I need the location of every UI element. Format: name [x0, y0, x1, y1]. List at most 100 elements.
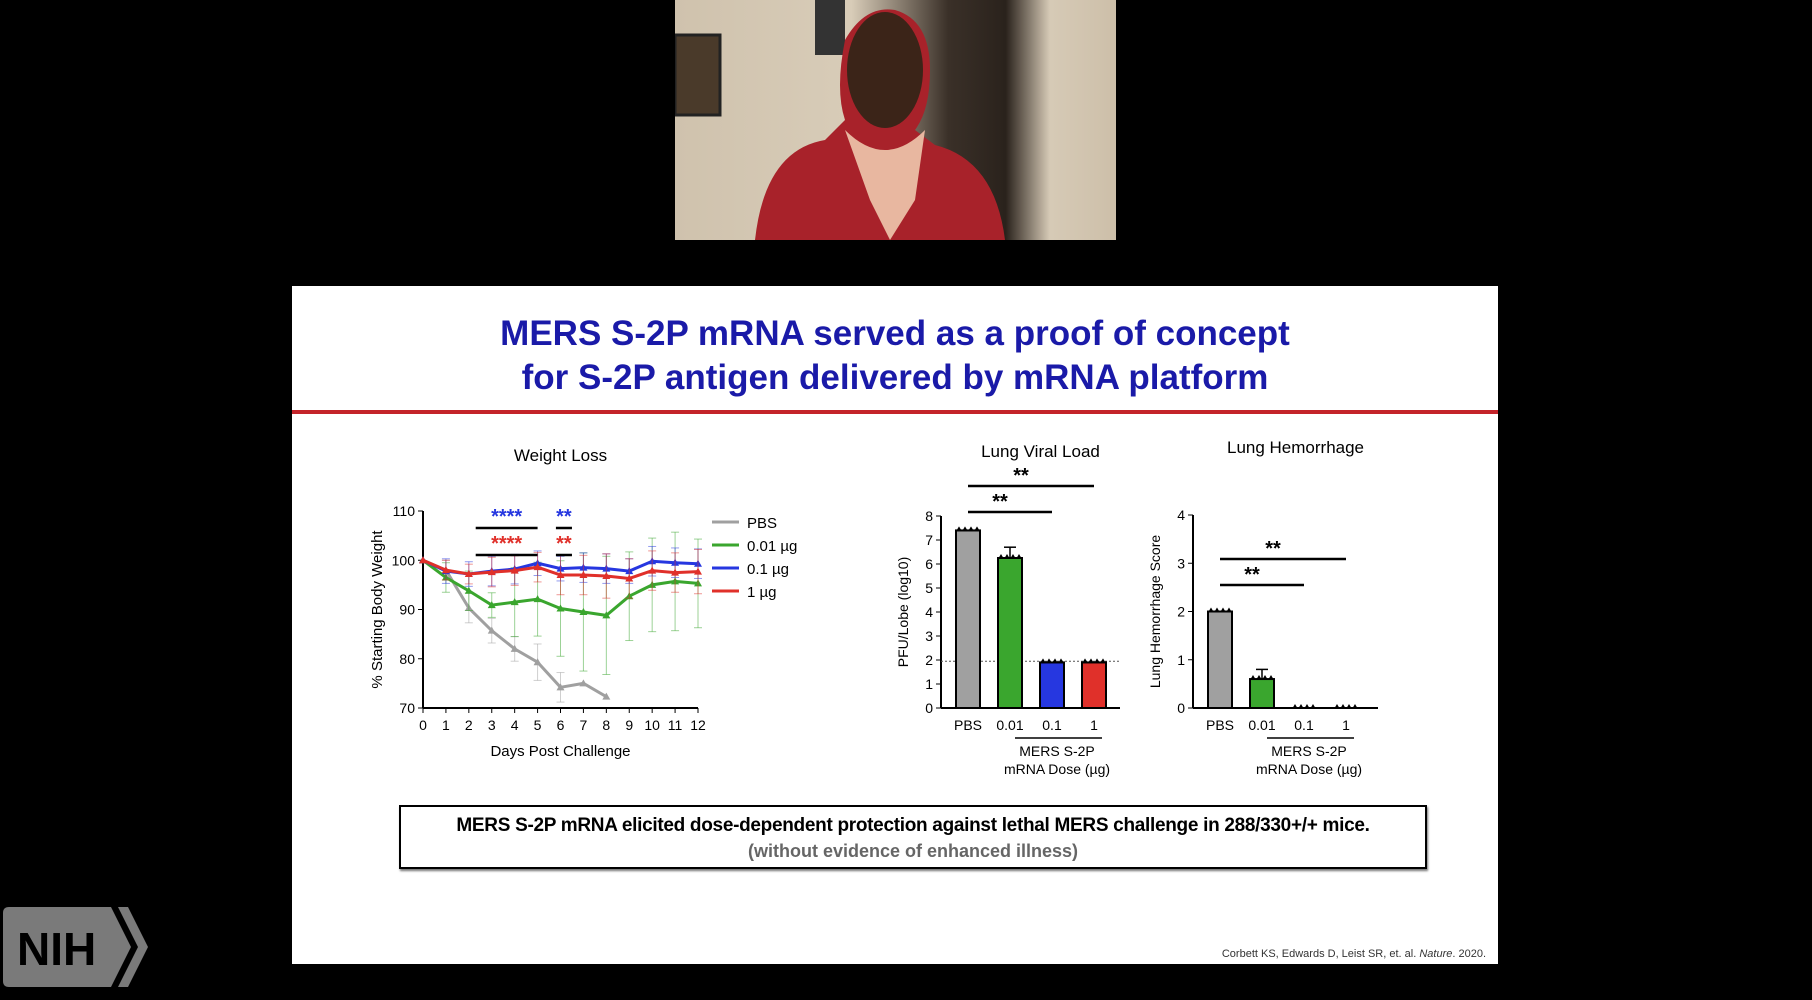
- data-point: [602, 611, 611, 619]
- data-point: [1208, 607, 1214, 613]
- data-point: [974, 526, 980, 532]
- citation-journal: Nature: [1419, 948, 1453, 960]
- data-point: [1082, 658, 1088, 664]
- bar: [997, 557, 1023, 709]
- legend-label: PBS: [747, 515, 777, 532]
- group-label-line-1: MERS S-2P: [1271, 743, 1346, 759]
- data-point: [1262, 675, 1268, 681]
- y-tick-label: 70: [399, 700, 415, 716]
- data-point: [464, 586, 473, 594]
- y-axis-label: Lung Hemorrhage Score: [1147, 535, 1163, 689]
- data-point: [556, 571, 565, 579]
- nih-logo: NIH: [3, 907, 148, 987]
- data-point: [625, 574, 634, 582]
- legend-label: 1 µg: [747, 584, 777, 601]
- x-tick-label: 11: [668, 717, 683, 733]
- y-axis-label: PFU/Lobe (log10): [895, 557, 911, 668]
- data-point: [956, 526, 962, 532]
- x-tick-label: 8: [602, 717, 610, 733]
- data-point: [1040, 658, 1046, 664]
- x-axis-label: Days Post Challenge: [490, 743, 630, 760]
- data-point: [1298, 704, 1304, 709]
- data-point: [533, 595, 542, 603]
- y-tick-label: 8: [925, 508, 933, 524]
- data-point: [487, 568, 496, 576]
- data-point: [1058, 658, 1064, 664]
- legend-label: 0.01 µg: [747, 538, 797, 555]
- data-point: [1226, 607, 1232, 613]
- x-tick-label: 2: [465, 717, 473, 733]
- data-point: [1052, 658, 1058, 664]
- data-point: [556, 683, 565, 691]
- y-tick-label: 1: [1177, 652, 1185, 668]
- data-point: [602, 572, 611, 580]
- x-tick-label: 9: [625, 717, 633, 733]
- data-point: [487, 601, 496, 609]
- x-tick-label: 0.01: [1248, 717, 1275, 733]
- bar: [955, 529, 981, 709]
- citation-authors: Corbett KS, Edwards D, Leist SR, et. al.: [1221, 948, 1420, 960]
- data-point: [1292, 704, 1298, 709]
- significance-stars: ****: [491, 506, 522, 528]
- data-point: [671, 568, 680, 576]
- data-point: [1256, 675, 1262, 681]
- data-point: [579, 571, 588, 579]
- data-point: [1310, 704, 1316, 709]
- y-tick-label: 4: [925, 604, 933, 620]
- y-tick-label: 100: [392, 552, 416, 568]
- data-point: [1010, 554, 1016, 559]
- data-point: [441, 566, 450, 574]
- summary-box: MERS S-2P mRNA elicited dose-dependent p…: [399, 805, 1427, 869]
- bar: [1207, 610, 1233, 709]
- y-tick-label: 0: [925, 700, 933, 716]
- data-point: [1304, 704, 1310, 709]
- x-tick-label: 0: [419, 717, 427, 733]
- data-point: [510, 598, 519, 606]
- title-divider: [292, 410, 1498, 414]
- speaker-video-frame: [675, 0, 1005, 240]
- x-tick-label: 0.1: [1294, 717, 1314, 733]
- x-tick-label: 0.01: [996, 717, 1023, 733]
- speaker-video-tile: [675, 0, 1116, 240]
- data-point: [648, 566, 657, 574]
- group-label-line-2: mRNA Dose (µg): [1004, 761, 1110, 777]
- data-point: [694, 567, 702, 575]
- x-tick-label: 7: [580, 717, 588, 733]
- data-point: [1004, 554, 1010, 559]
- y-tick-label: 2: [925, 652, 933, 668]
- slide-title-line-2: for S-2P antigen delivered by mRNA platf…: [521, 358, 1269, 397]
- x-tick-label: 3: [488, 717, 496, 733]
- summary-note: (without evidence of enhanced illness): [747, 841, 1079, 861]
- y-axis-label: % Starting Body Weight: [369, 530, 386, 689]
- slide-title-line-1: MERS S-2P mRNA served as a proof of conc…: [500, 314, 1290, 353]
- data-point: [464, 570, 473, 578]
- data-point: [1046, 658, 1052, 664]
- x-tick-label: PBS: [1206, 717, 1234, 733]
- data-point: [968, 526, 974, 532]
- y-tick-label: 6: [925, 556, 933, 572]
- summary-text: MERS S-2P mRNA elicited dose-dependent p…: [456, 815, 1370, 836]
- x-tick-label: 1: [1342, 717, 1350, 733]
- y-tick-label: 0: [1177, 700, 1185, 716]
- presentation-slide: MERS S-2P mRNA served as a proof of conc…: [292, 286, 1498, 964]
- data-point: [1334, 704, 1340, 709]
- x-tick-label: 6: [557, 717, 565, 733]
- data-point: [998, 554, 1004, 559]
- y-tick-label: 1: [925, 676, 933, 692]
- y-tick-label: 3: [925, 628, 933, 644]
- significance-stars: **: [1244, 564, 1260, 586]
- citation-year: . 2020.: [1452, 948, 1486, 960]
- significance-stars: **: [556, 533, 572, 555]
- bar: [1249, 678, 1275, 709]
- data-point: [533, 658, 542, 666]
- x-tick-label: 1: [1090, 717, 1098, 733]
- x-tick-label: 5: [534, 717, 542, 733]
- y-tick-label: 110: [393, 503, 416, 519]
- y-tick-label: 2: [1177, 604, 1185, 620]
- data-point: [1094, 658, 1100, 664]
- bar: [1081, 661, 1107, 709]
- data-point: [419, 556, 427, 564]
- data-point: [1016, 554, 1022, 559]
- significance-stars: **: [1265, 538, 1281, 560]
